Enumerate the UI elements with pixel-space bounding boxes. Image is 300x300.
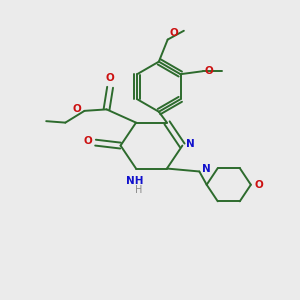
Text: NH: NH	[126, 176, 143, 186]
Text: N: N	[202, 164, 211, 174]
Text: O: O	[169, 28, 178, 38]
Text: O: O	[73, 104, 82, 114]
Text: H: H	[135, 185, 142, 195]
Text: N: N	[186, 139, 195, 149]
Text: O: O	[254, 180, 263, 190]
Text: O: O	[83, 136, 92, 146]
Text: O: O	[106, 73, 115, 83]
Text: O: O	[204, 66, 213, 76]
